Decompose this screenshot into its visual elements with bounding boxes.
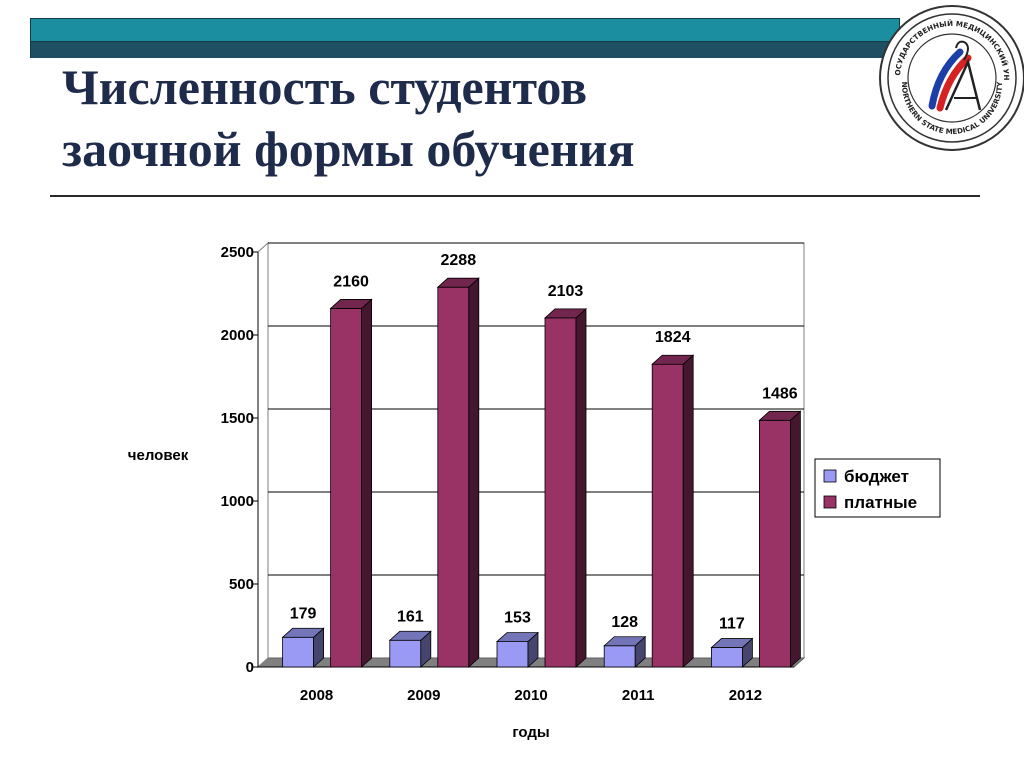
bar-top xyxy=(543,308,588,319)
bar-top xyxy=(281,627,325,638)
y-tick-label: 0 xyxy=(246,659,254,676)
chart-side-wall xyxy=(257,241,269,669)
bar-budget-2010 xyxy=(495,631,540,668)
header-bar-stripe xyxy=(31,41,899,58)
data-label: 128 xyxy=(611,614,638,631)
data-label: 153 xyxy=(504,610,531,627)
bar-side xyxy=(361,298,373,668)
x-tick-label: 2009 xyxy=(407,687,440,704)
x-tick-label: 2010 xyxy=(514,687,547,704)
bar-top xyxy=(495,632,540,643)
bar-front xyxy=(711,647,743,668)
bar-side xyxy=(575,308,587,668)
bar-paid-2010 xyxy=(543,308,588,668)
bar-front xyxy=(496,641,529,668)
slide-title: Численность студентов заочной формы обуч… xyxy=(62,56,842,180)
bar-budget-2008 xyxy=(281,627,325,668)
bar-front xyxy=(437,286,470,668)
y-tick-label: 1500 xyxy=(221,410,254,427)
x-tick-label: 2012 xyxy=(729,687,762,704)
y-tick-label: 500 xyxy=(229,576,254,593)
legend-swatch xyxy=(823,469,837,483)
bar-front xyxy=(603,645,636,668)
bar-front xyxy=(389,639,422,668)
x-tick-label: 2011 xyxy=(622,687,655,704)
data-label: 2160 xyxy=(333,273,369,290)
bar-side xyxy=(468,277,480,668)
bar-budget-2009 xyxy=(388,630,432,668)
bar-paid-2012 xyxy=(758,410,802,668)
title-divider xyxy=(50,195,980,197)
bar-top xyxy=(603,636,647,647)
bar-chart: 0 500 1000 1500 2000 2500 179 2160 2008 161 2288 20… xyxy=(128,241,941,741)
bar-top xyxy=(329,299,373,309)
university-logo: СЕВЕРНЫЙ ГОСУДАРСТВЕННЫЙ МЕДИЦИНСКИЙ УНИ… xyxy=(872,0,1024,154)
data-label: 179 xyxy=(290,605,317,622)
y-tick-label: 2500 xyxy=(221,244,254,261)
bar-side xyxy=(682,354,694,668)
bar-front xyxy=(544,317,577,668)
bar-top xyxy=(436,277,480,288)
y-axis-title: человек xyxy=(128,447,189,464)
bar-front xyxy=(282,636,315,668)
y-tick-label: 1000 xyxy=(221,493,254,510)
title-line-1: Численность студентов xyxy=(62,59,588,115)
data-label: 2103 xyxy=(548,283,584,300)
legend-label: платные xyxy=(844,493,917,512)
x-tick-label: 2008 xyxy=(300,687,333,704)
y-tick-label: 2000 xyxy=(221,327,254,344)
bar-side xyxy=(790,410,801,668)
bar-budget-2012 xyxy=(710,637,754,668)
header-bar xyxy=(30,18,900,58)
bar-top xyxy=(710,638,754,648)
bar-paid-2009 xyxy=(436,277,480,668)
bar-front xyxy=(651,363,684,668)
data-label: 1486 xyxy=(762,385,798,402)
x-axis-title: годы xyxy=(512,724,549,741)
data-label: 117 xyxy=(719,616,745,633)
legend-label: бюджет xyxy=(844,467,909,486)
bar-top xyxy=(651,354,695,365)
bar-paid-2011 xyxy=(651,354,695,668)
bar-front xyxy=(330,308,363,668)
bar-budget-2011 xyxy=(603,635,647,668)
bar-top xyxy=(388,630,432,641)
title-line-2: заочной формы обучения xyxy=(62,121,635,177)
bar-paid-2008 xyxy=(329,298,373,668)
bar-top xyxy=(758,410,802,421)
data-label: 161 xyxy=(397,608,424,625)
bar-front xyxy=(759,419,791,668)
legend-swatch xyxy=(823,495,837,509)
data-label: 1824 xyxy=(655,329,691,346)
data-label: 2288 xyxy=(441,252,477,269)
